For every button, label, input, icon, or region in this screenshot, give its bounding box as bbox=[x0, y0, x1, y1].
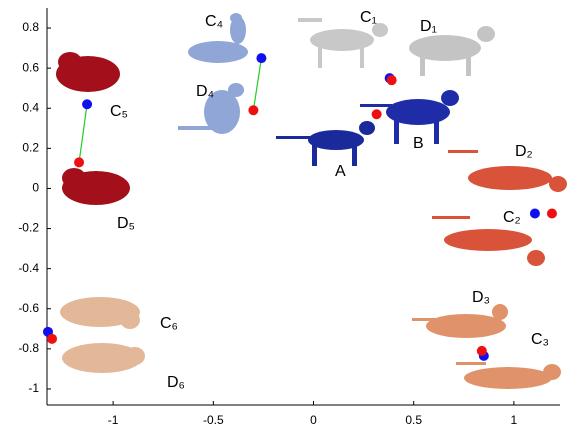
annotation: C₁ bbox=[360, 9, 377, 26]
annotation: C₃ bbox=[531, 331, 549, 348]
render-c6 bbox=[60, 297, 140, 329]
shape-renders bbox=[56, 13, 567, 389]
annotation: D₁ bbox=[420, 18, 437, 35]
annotation: C₂ bbox=[503, 209, 521, 226]
y-tick-label: 0.6 bbox=[22, 60, 39, 74]
render-d6 bbox=[62, 343, 145, 373]
y-tick-label: -1 bbox=[28, 381, 39, 395]
x-tick-label: 1 bbox=[511, 413, 518, 427]
annotation: A bbox=[335, 163, 346, 180]
render-c5 bbox=[56, 52, 120, 92]
render-d1 bbox=[409, 26, 495, 76]
point bbox=[476, 345, 487, 356]
y-tick-label: 0.8 bbox=[22, 20, 39, 34]
x-tick-label: 0.5 bbox=[405, 413, 422, 427]
point bbox=[529, 208, 540, 219]
annotation: D₃ bbox=[472, 289, 490, 306]
render-c3 bbox=[456, 362, 561, 389]
y-tick-label: -0.8 bbox=[18, 341, 39, 355]
y-tick-label: -0.2 bbox=[18, 221, 39, 235]
point bbox=[74, 157, 85, 168]
link-line bbox=[252, 58, 262, 111]
x-tick-label: 0 bbox=[310, 413, 317, 427]
point bbox=[386, 75, 397, 86]
render-c2 bbox=[432, 216, 545, 266]
render-d3 bbox=[412, 304, 508, 338]
annotation: C₆ bbox=[160, 315, 178, 332]
annotation: D₅ bbox=[117, 215, 135, 232]
render-c4 bbox=[188, 13, 248, 63]
y-tick-label: -0.4 bbox=[18, 261, 39, 275]
y-tick-label: 0 bbox=[32, 181, 39, 195]
annotation: B bbox=[413, 135, 424, 152]
x-tick-label: -0.5 bbox=[203, 413, 224, 427]
annotation: C₅ bbox=[110, 103, 128, 120]
y-tick-label: -0.6 bbox=[18, 301, 39, 315]
point bbox=[546, 208, 557, 219]
render-a bbox=[276, 121, 375, 166]
render-b bbox=[360, 90, 459, 144]
point bbox=[256, 53, 267, 64]
render-d2 bbox=[448, 150, 567, 192]
link-line bbox=[78, 104, 88, 163]
y-tick-label: 0.2 bbox=[22, 141, 39, 155]
point bbox=[248, 105, 259, 116]
render-c1 bbox=[298, 18, 388, 68]
point bbox=[47, 333, 58, 344]
annotation: D₆ bbox=[167, 374, 185, 391]
annotation: D₂ bbox=[515, 143, 533, 160]
annotation: D₄ bbox=[196, 83, 214, 100]
point bbox=[371, 109, 382, 120]
render-d5 bbox=[62, 168, 130, 205]
point bbox=[82, 99, 93, 110]
annotation: C₄ bbox=[205, 13, 223, 30]
y-tick-label: 0.4 bbox=[22, 100, 39, 114]
render-d4 bbox=[178, 83, 244, 134]
x-tick-label: -1 bbox=[108, 413, 119, 427]
